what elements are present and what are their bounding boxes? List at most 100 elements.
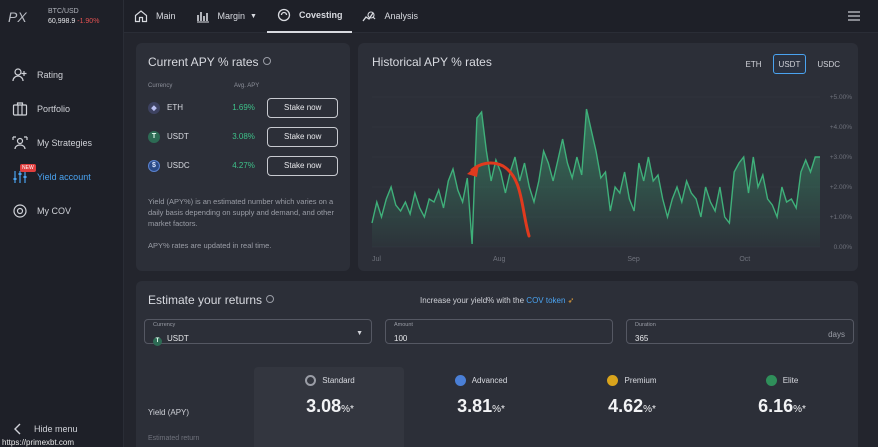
y-axis-ticks: 0.00% +1.00% +2.00% +3.00% +4.00% +5.00% — [830, 94, 852, 251]
premium-tier-icon — [607, 375, 619, 386]
y-tick-label: +1.00% — [830, 214, 852, 221]
primexbt-logo-icon[interactable]: PX — [8, 9, 34, 25]
tier-yield: 6.16%* — [712, 396, 852, 417]
info-icon[interactable] — [262, 57, 271, 65]
coin-cell: $ USDC — [148, 159, 232, 172]
coin-name: USDC — [167, 161, 190, 170]
amount-value: 100 — [394, 334, 408, 343]
tier-yield-value: 4.62 — [608, 396, 644, 416]
user-plus-icon — [12, 68, 27, 82]
tab-main[interactable]: Main — [124, 0, 186, 33]
tab-analysis[interactable]: Analysis — [352, 0, 428, 33]
coin-cell: ◆ ETH — [148, 101, 232, 114]
sidebar-item-portfolio[interactable]: Portfolio — [0, 92, 123, 126]
current-apy-title: Current APY % rates — [148, 55, 338, 69]
historical-apy-title: Historical APY % rates — [372, 55, 492, 69]
duration-label: Duration — [635, 322, 656, 328]
amount-input[interactable]: Amount 100 — [385, 319, 613, 344]
tier-premium[interactable]: Premium 4.62%* — [562, 375, 702, 417]
elite-tier-icon — [765, 375, 777, 386]
tab-label: Margin — [217, 11, 246, 21]
tier-name: Advanced — [411, 375, 551, 386]
ticker-change: -1.90% — [77, 18, 100, 25]
sidebar-item-my-cov[interactable]: My COV — [0, 194, 123, 228]
x-tick-label: Sep — [627, 256, 640, 263]
coin-tabs: ETH USDT USDC — [735, 54, 846, 74]
amount-label: Amount — [394, 322, 413, 328]
stake-now-button-eth[interactable]: Stake now — [267, 97, 338, 118]
tab-label: Covesting — [298, 10, 343, 20]
coin-name: USDT — [167, 132, 189, 141]
tier-yield: 3.81%* — [411, 396, 551, 417]
pct-suffix: %* — [492, 404, 505, 415]
sidebar-item-label: My Strategies — [37, 138, 93, 148]
coin-tab-eth[interactable]: ETH — [745, 59, 762, 69]
apy-row-usdt: T USDT 3.08% Stake now — [148, 122, 338, 151]
ticker-pair: BTC/USD — [48, 8, 79, 15]
standard-tier-icon — [305, 375, 317, 386]
tier-yield: 3.08%* — [260, 396, 400, 417]
sidebar-nav: Rating Portfolio My Strategies NEW Yield… — [0, 58, 123, 228]
topbar: Main Margin ▼ Covesting Analysis — [124, 0, 878, 33]
tab-covesting[interactable]: Covesting — [266, 0, 353, 33]
currency-select[interactable]: Currency T USDT ▼ — [144, 319, 372, 346]
x-tick-label: Aug — [493, 256, 506, 263]
currency-label: Currency — [153, 322, 176, 328]
pct-suffix: %* — [341, 404, 354, 415]
coin-tab-usdc[interactable]: USDC — [817, 59, 840, 69]
sidebar-item-label: Portfolio — [37, 104, 71, 114]
sidebar-item-yield-account[interactable]: NEW Yield account — [0, 160, 123, 194]
tier-elite[interactable]: Elite 6.16%* — [712, 375, 852, 417]
coin-tab-usdt[interactable]: USDT — [772, 54, 807, 74]
tier-advanced[interactable]: Advanced 3.81%* — [411, 375, 551, 417]
sidebar: PX BTC/USD 60,998.9 -1.90% Rating Portfol… — [0, 0, 124, 447]
currency-value: T USDT — [153, 334, 189, 346]
tier-name-text: Standard — [322, 376, 355, 385]
main-content: Current APY % rates Currency Avg. APY ◆ … — [124, 33, 878, 447]
tier-yield: 4.62%* — [562, 396, 702, 417]
covesting-icon — [277, 8, 291, 22]
hamburger-menu-icon[interactable] — [848, 11, 860, 21]
tab-margin[interactable]: Margin ▼ — [186, 0, 267, 33]
sliders-icon — [13, 171, 27, 183]
y-tick-label: +2.00% — [830, 184, 852, 191]
tier-standard[interactable]: Standard 3.08%* — [260, 375, 400, 417]
y-tick-label: 0.00% — [834, 244, 853, 251]
apy-table-header: Currency Avg. APY — [148, 83, 338, 89]
cov-promo: Increase your yield% with the COV token … — [420, 296, 574, 305]
apy-note: Yield (APY%) is an estimated number whic… — [148, 197, 334, 228]
estimate-returns-card: Estimate your returns Increase your yiel… — [136, 281, 858, 447]
advanced-tier-icon — [454, 375, 466, 386]
series-line — [371, 108, 820, 245]
stake-now-button-usdc[interactable]: Stake now — [267, 155, 338, 176]
x-tick-label: Jul — [372, 256, 381, 263]
usdt-icon: T — [153, 336, 162, 346]
eth-icon: ◆ — [148, 101, 160, 114]
y-tick-label: +4.00% — [830, 124, 852, 131]
sidebar-item-my-strategies[interactable]: My Strategies — [0, 126, 123, 160]
new-badge: NEW — [20, 164, 36, 172]
stake-now-button-usdt[interactable]: Stake now — [267, 126, 338, 147]
apy-row-eth: ◆ ETH 1.69% Stake now — [148, 93, 338, 122]
standard-tier-highlight — [254, 367, 404, 447]
cov-token-link[interactable]: COV token — [526, 296, 566, 305]
duration-input[interactable]: Duration 365 days — [626, 319, 854, 344]
tier-name-text: Premium — [624, 376, 657, 385]
current-apy-title-text: Current APY % rates — [148, 55, 259, 69]
ticker[interactable]: BTC/USD 60,998.9 -1.90% — [48, 7, 99, 27]
home-icon — [134, 10, 148, 23]
hide-menu-button[interactable]: Hide menu — [12, 423, 78, 435]
bar-chart-icon — [196, 12, 209, 23]
col-currency: Currency — [148, 83, 173, 89]
info-icon[interactable] — [266, 295, 275, 303]
analysis-icon — [362, 11, 376, 22]
historical-apy-chart: 0.00% +1.00% +2.00% +3.00% +4.00% +5.00% Jul A… — [371, 94, 852, 263]
y-tick-label: +5.00% — [830, 94, 852, 101]
logo-area: PX BTC/USD 60,998.9 -1.90% — [0, 0, 123, 34]
x-axis-ticks: Jul Aug Sep Oct — [372, 256, 750, 263]
coin-name: ETH — [167, 103, 183, 112]
sidebar-item-rating[interactable]: Rating — [0, 58, 123, 92]
series-area — [372, 109, 820, 247]
apy-realtime-note: APY% rates are updated in real time. — [148, 241, 272, 250]
tier-name: Elite — [712, 375, 852, 386]
